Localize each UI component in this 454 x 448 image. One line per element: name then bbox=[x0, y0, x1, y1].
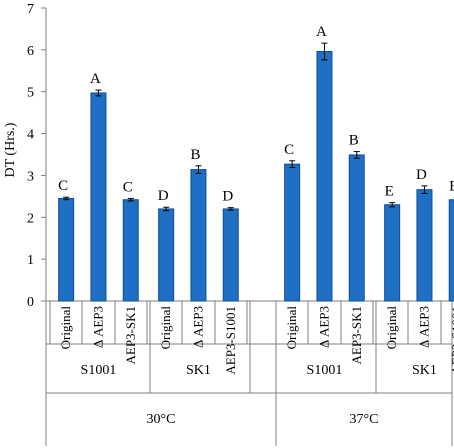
significance-letter: A bbox=[90, 71, 101, 87]
significance-letter: D bbox=[222, 189, 233, 205]
strain-label: S1001 bbox=[307, 363, 343, 378]
strain-label: S1001 bbox=[81, 363, 117, 378]
strain-label: SK1 bbox=[186, 363, 211, 378]
y-tick-label: 7 bbox=[27, 2, 34, 17]
category-label: Δ AEP3 bbox=[316, 306, 331, 348]
category-label: AEP3-S1001 bbox=[449, 306, 454, 375]
significance-letter: B bbox=[190, 147, 200, 163]
significance-letter: C bbox=[284, 142, 294, 158]
bar bbox=[58, 197, 75, 302]
significance-letter: E bbox=[385, 184, 394, 200]
bar bbox=[284, 163, 301, 302]
category-label: Original bbox=[58, 306, 73, 350]
significance-letter: C bbox=[58, 178, 68, 194]
bar bbox=[384, 204, 401, 302]
y-tick-label: 0 bbox=[27, 295, 34, 310]
y-tick-label: 3 bbox=[27, 169, 34, 184]
y-tick-label: 6 bbox=[27, 44, 34, 59]
category-label: Δ AEP3 bbox=[190, 306, 205, 348]
bar bbox=[316, 51, 333, 302]
bar bbox=[416, 189, 433, 302]
bar bbox=[222, 208, 239, 302]
bar bbox=[348, 154, 365, 302]
bar bbox=[158, 208, 175, 302]
significance-letter: E bbox=[449, 179, 454, 195]
significance-letter: B bbox=[349, 133, 359, 149]
category-label: Original bbox=[158, 306, 173, 350]
bar bbox=[122, 199, 139, 302]
y-tick-label: 4 bbox=[27, 128, 34, 143]
bars-group bbox=[58, 42, 454, 302]
category-label: AEP3-S1001 bbox=[223, 306, 238, 375]
significance-letter: A bbox=[316, 24, 327, 40]
y-tick-label: 5 bbox=[27, 86, 34, 101]
category-label: Δ AEP3 bbox=[90, 306, 105, 348]
y-tick-label: 1 bbox=[27, 253, 34, 268]
y-axis-label: DT (Hrs.) bbox=[3, 122, 18, 177]
strain-label: SK1 bbox=[412, 363, 437, 378]
category-label: Original bbox=[384, 306, 399, 350]
temperature-label: 37°C bbox=[350, 412, 379, 427]
y-tick-label: 2 bbox=[27, 211, 34, 226]
category-label: AEP3-SK1 bbox=[349, 306, 364, 365]
bar bbox=[190, 169, 207, 302]
significance-letter: C bbox=[123, 179, 133, 195]
category-label: Original bbox=[284, 306, 299, 350]
category-label: Δ AEP3 bbox=[416, 306, 431, 348]
category-label: AEP3-SK1 bbox=[123, 306, 138, 365]
bar bbox=[90, 92, 107, 302]
significance-letter: D bbox=[416, 167, 427, 183]
significance-letter: D bbox=[158, 188, 169, 204]
labels-group: 0 1 2 3 4 5 6 7 C Original A Δ AEP3 C AEP3-SK1 D Origin… bbox=[27, 2, 454, 427]
temperature-label: 30°C bbox=[147, 412, 176, 427]
bar bbox=[448, 199, 454, 302]
